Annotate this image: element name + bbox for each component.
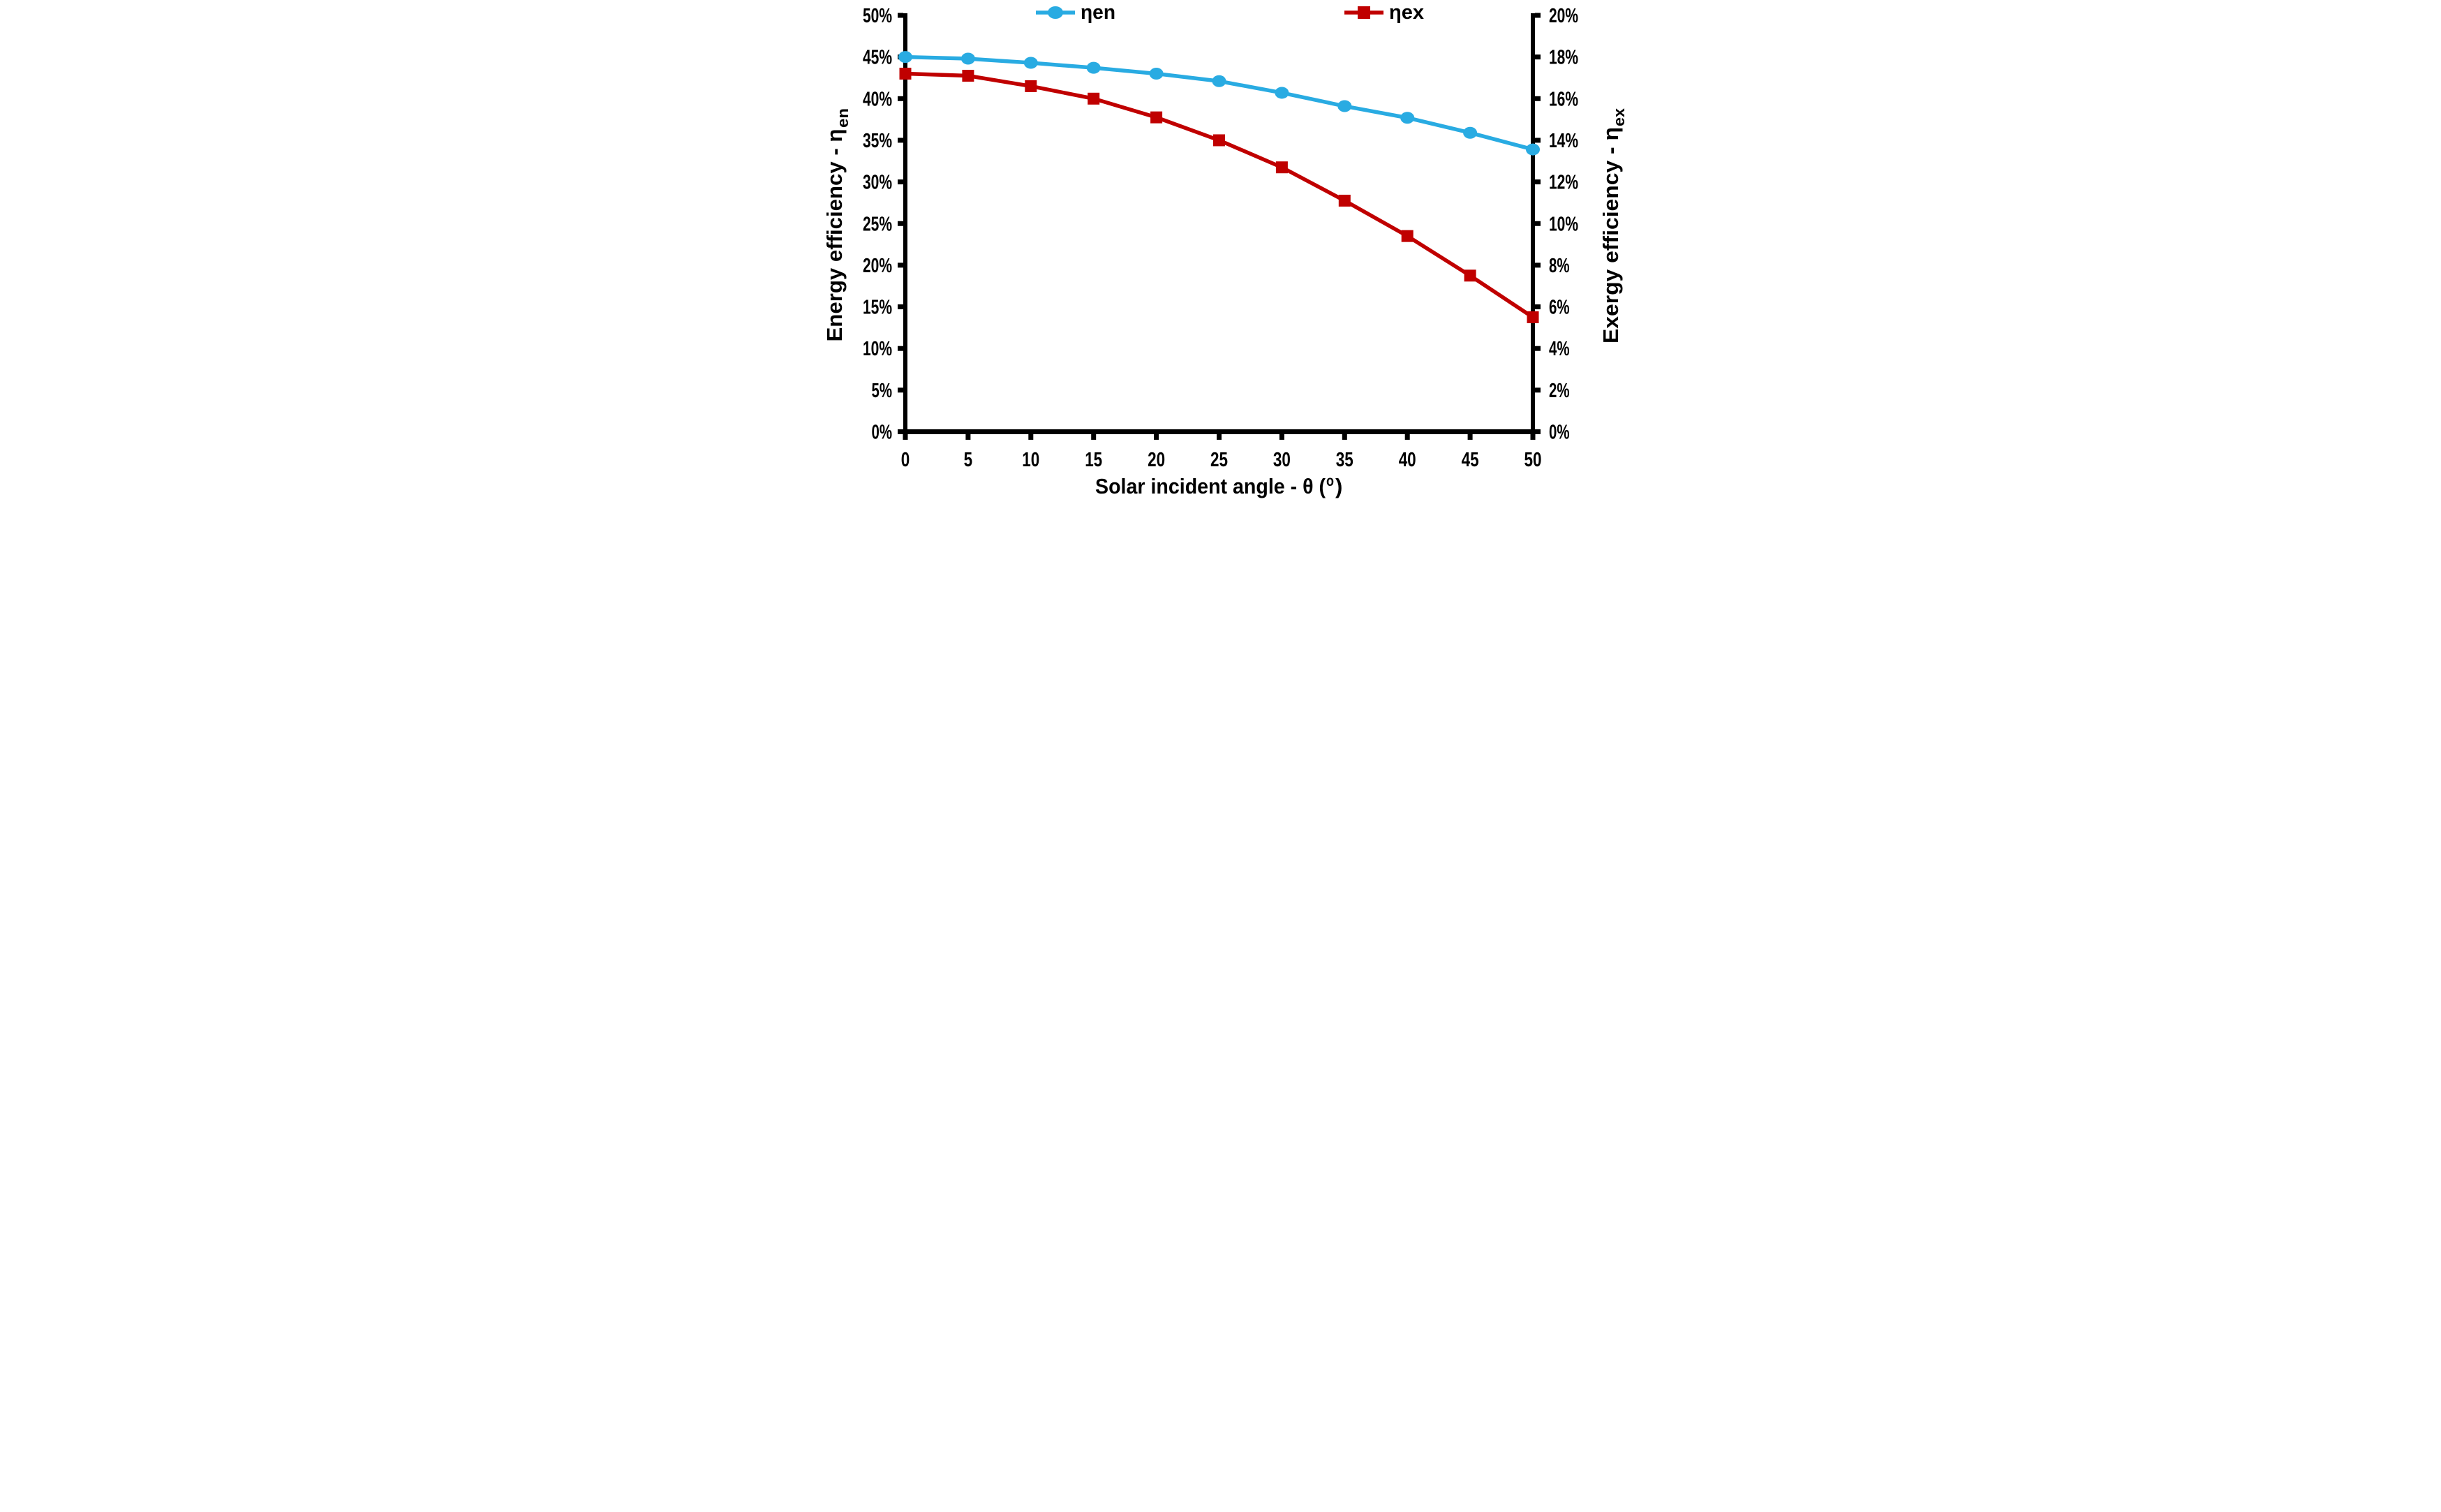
y-left-tick-label: 50%	[863, 5, 892, 27]
legend-label-eta-ex: ηex	[1389, 1, 1424, 24]
x-tick-label: 25	[1210, 449, 1228, 471]
data-point-eta-ex	[1150, 111, 1162, 124]
y-right-tick-label: 18%	[1549, 47, 1578, 69]
x-tick-label: 10	[1022, 449, 1039, 471]
data-point-eta-ex	[1338, 194, 1351, 207]
data-point-eta-en	[1525, 143, 1540, 156]
y-left-tick-label: 20%	[863, 255, 892, 277]
x-tick-label: 15	[1085, 449, 1102, 471]
x-tick-label: 40	[1398, 449, 1416, 471]
y-right-axis-title-sub: ex	[1610, 108, 1628, 126]
data-point-eta-ex	[1212, 134, 1225, 147]
x-tick-label: 30	[1273, 449, 1290, 471]
data-point-eta-en	[960, 52, 975, 65]
data-point-eta-ex	[1087, 92, 1099, 105]
x-axis-title-main: Solar incident angle - θ (	[1095, 474, 1326, 498]
data-point-eta-en	[1149, 68, 1164, 80]
data-point-eta-ex	[899, 68, 911, 80]
legend-marker-circle-icon	[1047, 6, 1063, 19]
y-left-tick-label: 10%	[863, 338, 892, 360]
y-left-tick-label: 35%	[863, 130, 892, 152]
y-right-tick-label: 4%	[1549, 338, 1570, 360]
data-point-eta-en	[1274, 87, 1289, 99]
data-point-eta-ex	[1527, 311, 1538, 323]
y-left-axis-title-main: Energy efficiency - η	[822, 129, 847, 342]
y-right-tick-label: 14%	[1549, 130, 1578, 152]
data-point-eta-ex	[961, 69, 974, 82]
series-eta-ex-line	[905, 71, 1534, 319]
x-tick-label: 5	[963, 449, 972, 471]
data-point-eta-en	[1462, 126, 1477, 139]
legend-marker-square-icon	[1357, 6, 1370, 19]
x-tick-label: 45	[1461, 449, 1478, 471]
x-tick-label: 50	[1524, 449, 1541, 471]
chart-canvas: 0% 5% 10% 15% 20% 25% 30% 35% 40% 45% 50% 0% 2% 4% 6% 8…	[822, 1, 1628, 498]
y-right-tick-label: 8%	[1549, 255, 1570, 277]
y-left-tick-label: 25%	[863, 213, 892, 235]
x-axis-title-sup: o	[1326, 473, 1334, 489]
y-left-tick-label: 40%	[863, 88, 892, 110]
data-point-eta-en	[1400, 112, 1414, 124]
x-tick-label: 0	[900, 449, 910, 471]
data-point-eta-ex	[1275, 161, 1288, 174]
y-right-axis-title-main: Exergy efficiency - η	[1598, 127, 1623, 343]
y-left-tick-label: 5%	[871, 380, 892, 402]
x-axis-title-close: )	[1335, 474, 1342, 498]
y-left-axis-title-sub: en	[834, 108, 852, 128]
x-tick-label: 35	[1335, 449, 1353, 471]
legend-label-eta-en: ηen	[1081, 1, 1115, 24]
y-left-tick-label: 30%	[863, 172, 892, 194]
y-right-tick-label: 6%	[1549, 297, 1570, 319]
y-right-tick-label: 2%	[1549, 380, 1570, 402]
data-point-eta-en	[1023, 57, 1038, 69]
y-right-tick-label: 10%	[1549, 213, 1578, 235]
y-left-tick-label: 45%	[863, 47, 892, 69]
y-left-tick-label: 0%	[871, 422, 892, 444]
data-point-eta-ex	[1464, 269, 1476, 282]
y-left-tick-label: 15%	[863, 297, 892, 319]
data-point-eta-ex	[1024, 80, 1037, 92]
data-point-eta-en	[898, 51, 912, 64]
y-right-tick-label: 12%	[1549, 172, 1578, 194]
y-right-axis-title: Exergy efficiency - ηex	[1598, 108, 1628, 343]
x-axis-title: Solar incident angle - θ (o)	[1095, 473, 1342, 498]
y-right-tick-label: 20%	[1549, 5, 1578, 27]
data-point-eta-ex	[1401, 230, 1414, 242]
data-point-eta-en	[1337, 100, 1351, 112]
x-tick-label: 20	[1148, 449, 1165, 471]
data-point-eta-en	[1212, 75, 1226, 87]
y-left-axis-title: Energy efficiency - ηen	[822, 108, 852, 342]
data-point-eta-en	[1086, 61, 1101, 74]
efficiency-vs-incident-angle-figure: 0% 5% 10% 15% 20% 25% 30% 35% 40% 45% 50% 0% 2% 4% 6% 8…	[813, 0, 1628, 504]
y-right-tick-label: 16%	[1549, 88, 1578, 110]
y-right-tick-label: 0%	[1549, 422, 1570, 444]
